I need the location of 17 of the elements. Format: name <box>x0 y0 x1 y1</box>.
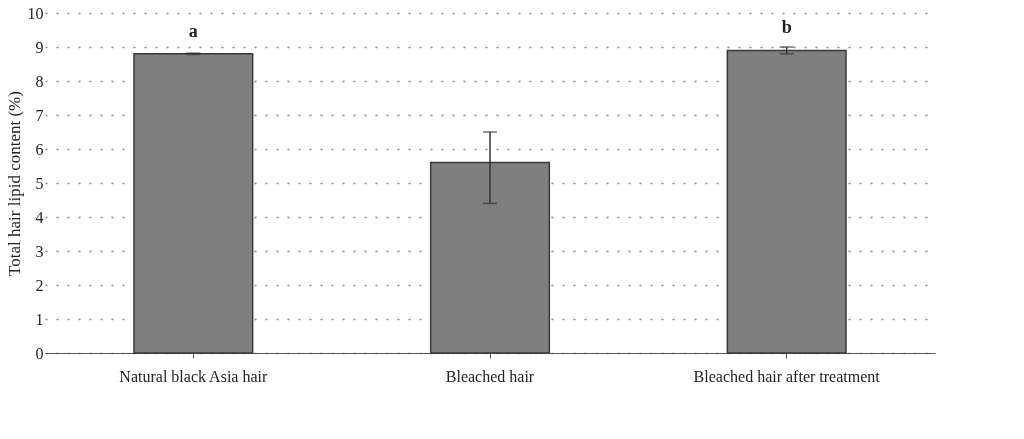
y-tick-label: 6 <box>35 140 44 158</box>
y-tick-label: 0 <box>35 344 44 362</box>
x-tick-label: Natural black Asia hair <box>119 367 268 385</box>
x-tick-label: Bleached hair <box>445 367 535 385</box>
y-tick-label: 3 <box>35 242 44 260</box>
y-tick-label: 9 <box>35 38 44 56</box>
annotation: a <box>188 20 198 41</box>
x-tick-label: Bleached hair after treatment <box>693 367 881 385</box>
y-tick-label: 5 <box>35 174 44 192</box>
y-tick-label: 10 <box>27 4 44 22</box>
y-tick-label: 2 <box>35 276 44 294</box>
y-tick-label: 7 <box>35 106 44 124</box>
y-tick-label: 8 <box>35 72 44 90</box>
y-tick-label: 4 <box>35 208 44 226</box>
annotation: b <box>781 17 792 38</box>
y-tick-label: 1 <box>35 310 44 328</box>
y-axis-title: Total hair lipid content (%) <box>4 91 24 276</box>
